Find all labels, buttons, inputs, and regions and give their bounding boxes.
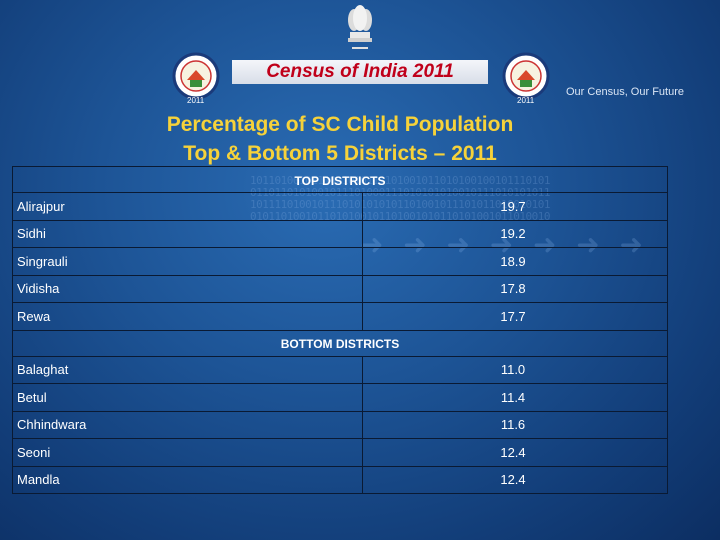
district-name: Sidhi (12, 219, 363, 248)
national-emblem-icon (348, 5, 372, 49)
table-row: Vidisha 17.8 (12, 274, 668, 303)
table-row: Betul 11.4 (12, 383, 668, 412)
district-value: 11.6 (362, 410, 668, 439)
district-value: 11.0 (362, 355, 668, 384)
census-logo-left: 2011 (170, 52, 222, 105)
table-section-header: BOTTOM DISTRICTS (12, 329, 668, 357)
table-row: Seoni 12.4 (12, 438, 668, 467)
table-row: Sidhi 19.2 (12, 219, 668, 248)
district-name: Balaghat (12, 355, 363, 384)
census-of-india-title: Census of India 2011 (232, 60, 488, 84)
top-districts-header: TOP DISTRICTS (12, 166, 668, 193)
district-value: 19.2 (362, 219, 668, 248)
slide-title: Percentage of SC Child Population Top & … (100, 110, 580, 168)
tagline: Our Census, Our Future (566, 86, 684, 98)
district-name: Vidisha (12, 274, 363, 303)
district-value: 11.4 (362, 383, 668, 412)
logo-year-label: 2011 (517, 96, 535, 105)
table-row: Chhindwara 11.6 (12, 410, 668, 439)
district-name: Seoni (12, 438, 363, 467)
table-row: Singrauli 18.9 (12, 247, 668, 276)
district-name: Chhindwara (12, 410, 363, 439)
district-name: Mandla (12, 465, 363, 494)
district-name: Rewa (12, 302, 363, 331)
slide-title-line2: Top & Bottom 5 Districts – 2011 (183, 142, 497, 165)
district-value: 18.9 (362, 247, 668, 276)
table-row: Rewa 17.7 (12, 302, 668, 331)
district-value: 17.8 (362, 274, 668, 303)
district-name: Betul (12, 383, 363, 412)
logo-year-label: 2011 (187, 96, 205, 105)
census-logo-right: 2011 (500, 52, 552, 105)
table-row: Mandla 12.4 (12, 465, 668, 494)
table-row: Balaghat 11.0 (12, 355, 668, 384)
district-value: 19.7 (362, 192, 668, 221)
table-row: Alirajpur 19.7 (12, 192, 668, 221)
slide-title-line1: Percentage of SC Child Population (166, 113, 514, 136)
table-section-header: TOP DISTRICTS (12, 166, 668, 193)
district-name: Singrauli (12, 247, 363, 276)
district-value: 12.4 (362, 465, 668, 494)
districts-table: TOP DISTRICTS Alirajpur 19.7 Sidhi 19.2 … (12, 166, 668, 494)
district-name: Alirajpur (12, 192, 363, 221)
district-value: 12.4 (362, 438, 668, 467)
census-logo-icon (502, 52, 550, 100)
district-value: 17.7 (362, 302, 668, 331)
census-logo-icon (172, 52, 220, 100)
bottom-districts-header: BOTTOM DISTRICTS (12, 329, 668, 357)
